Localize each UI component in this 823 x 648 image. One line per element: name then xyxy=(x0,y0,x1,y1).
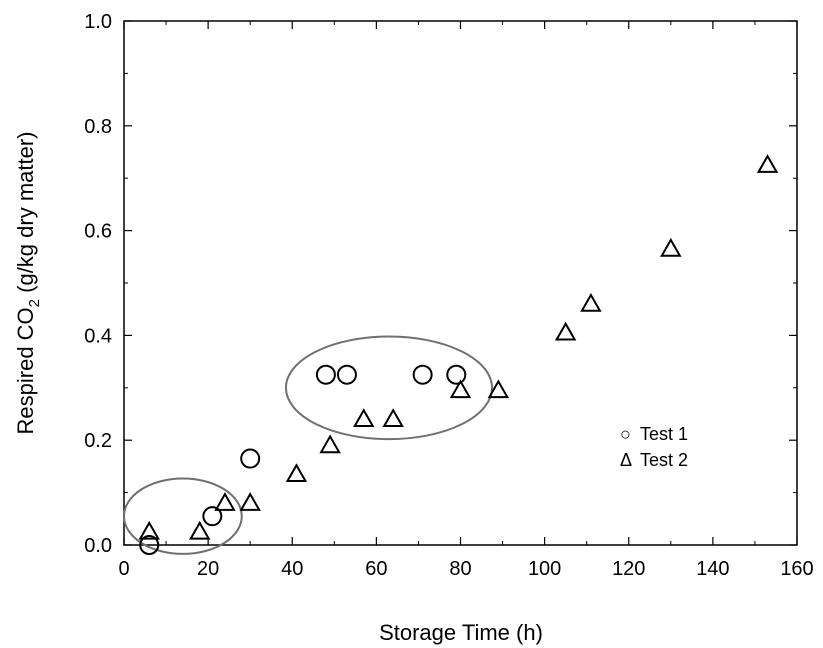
test-2-point xyxy=(487,379,510,399)
test-1-point xyxy=(412,364,433,385)
test-1-point xyxy=(240,448,261,469)
x-axis-title: Storage Time (h) xyxy=(379,620,543,645)
x-tick-label: 80 xyxy=(449,558,471,580)
legend: ○ Test 1 Δ Test 2 xyxy=(620,424,688,470)
x-tick-label: 60 xyxy=(365,558,387,580)
legend-symbol-test-1: ○ xyxy=(620,424,631,444)
y-axis-title: Respired CO2 (g/kg dry matter) xyxy=(13,132,43,435)
y-axis-title-subscript: 2 xyxy=(26,299,43,307)
x-tick-label: 20 xyxy=(197,558,219,580)
y-axis-title-rest: (g/kg dry matter) xyxy=(13,132,38,299)
y-axis-ticks: 0.0 0.2 0.4 0.6 0.8 1.0 xyxy=(84,11,797,557)
test-2-point xyxy=(285,463,308,483)
x-tick-label: 40 xyxy=(281,558,303,580)
x-axis-ticks: 0 20 40 60 80 100 120 140 160 xyxy=(118,21,814,580)
data-markers xyxy=(138,154,779,555)
x-tick-label: 0 xyxy=(118,558,129,580)
legend-symbol-test-2: Δ xyxy=(620,450,632,470)
test-2-point xyxy=(756,154,779,173)
test-2-point xyxy=(353,408,375,427)
x-tick-label: 100 xyxy=(528,558,561,580)
plot-frame xyxy=(123,20,798,546)
y-tick-label: 0.2 xyxy=(84,430,112,452)
legend-label-test-1: Test 1 xyxy=(640,424,688,444)
test-2-point xyxy=(188,520,211,540)
test-2-point xyxy=(382,408,404,427)
test-2-point xyxy=(319,434,341,454)
y-tick-label: 1.0 xyxy=(84,11,112,33)
y-tick-label: 0.0 xyxy=(84,535,112,557)
x-tick-label: 140 xyxy=(696,558,729,580)
annotation-ellipse xyxy=(284,335,494,441)
test-2-point xyxy=(554,321,577,341)
test-2-point xyxy=(214,492,236,511)
annotation-ellipses xyxy=(123,335,494,555)
test-1-point xyxy=(139,535,160,555)
annotation-ellipse xyxy=(123,477,243,555)
test-1-point xyxy=(315,364,336,385)
test-1-point xyxy=(446,364,467,385)
y-tick-label: 0.6 xyxy=(84,221,112,243)
legend-label-test-2: Test 2 xyxy=(640,450,688,470)
x-tick-label: 120 xyxy=(612,558,645,580)
test-2-point xyxy=(580,292,602,312)
y-tick-label: 0.8 xyxy=(84,116,112,138)
test-1-point xyxy=(336,364,357,385)
test-2-point xyxy=(449,379,472,399)
test-2-point xyxy=(660,237,682,257)
y-tick-label: 0.4 xyxy=(84,325,112,347)
test-2-point xyxy=(138,520,160,540)
test-1-point xyxy=(202,506,223,527)
x-tick-label: 160 xyxy=(780,558,813,580)
y-axis-title-main: Respired CO xyxy=(13,307,38,434)
test-2-point xyxy=(239,492,261,511)
